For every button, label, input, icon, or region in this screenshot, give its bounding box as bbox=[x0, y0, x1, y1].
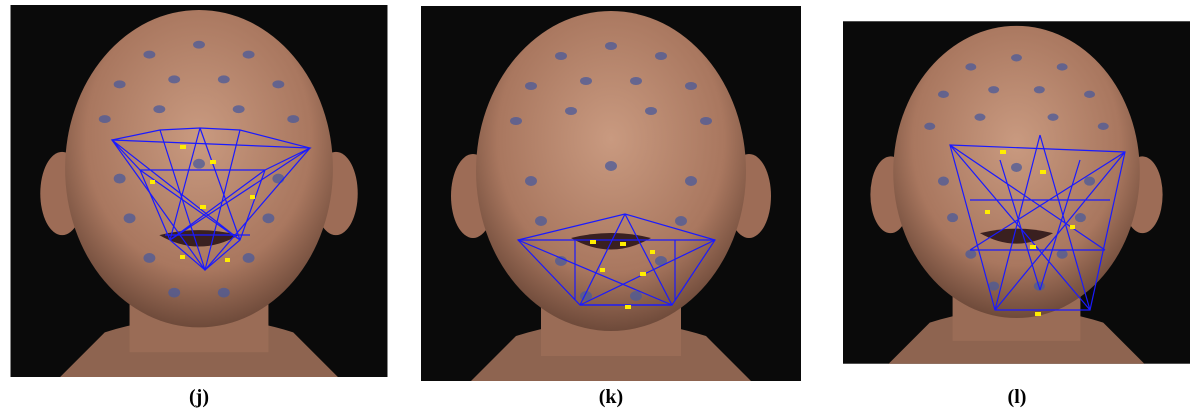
figure bbox=[0, 0, 1198, 384]
panel-l bbox=[843, 21, 1190, 363]
panel-k bbox=[421, 6, 801, 381]
caption: (j) bbox=[169, 386, 229, 409]
caption: (l) bbox=[987, 386, 1047, 409]
caption: (k) bbox=[581, 386, 641, 409]
page: {"panels": [{"caption": "(j)"}, {"captio… bbox=[0, 0, 1198, 417]
panel-j bbox=[11, 5, 388, 377]
